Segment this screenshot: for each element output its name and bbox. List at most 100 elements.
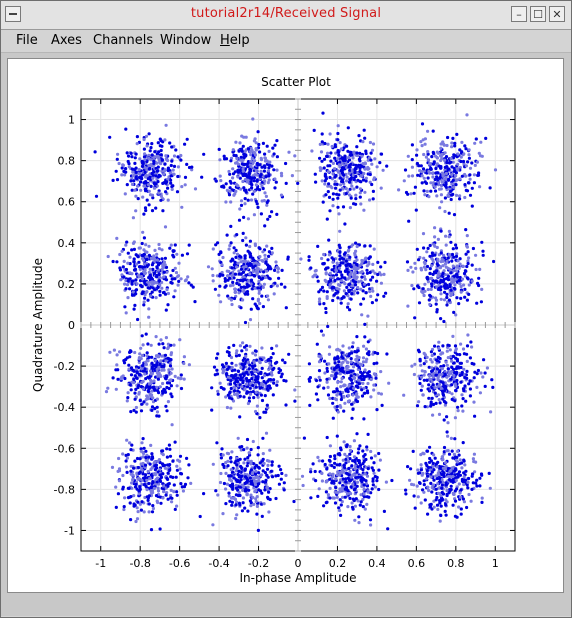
scatter-point xyxy=(335,495,339,499)
scatter-point xyxy=(475,301,479,305)
scatter-point xyxy=(337,163,341,167)
scatter-point xyxy=(130,167,134,171)
scatter-point xyxy=(238,415,242,419)
scatter-point xyxy=(150,263,154,267)
scatter-point xyxy=(428,161,432,166)
scatter-point xyxy=(362,377,366,382)
scatter-point xyxy=(123,282,127,286)
scatter-point xyxy=(244,177,248,181)
scatter-point xyxy=(421,232,426,236)
scatter-point xyxy=(316,244,320,248)
maximize-button[interactable]: ☐ xyxy=(530,6,546,22)
scatter-point xyxy=(346,389,350,393)
close-button[interactable]: ✕ xyxy=(549,6,565,22)
scatter-point xyxy=(116,152,120,156)
scatter-point xyxy=(407,219,411,223)
scatter-point xyxy=(144,173,148,177)
scatter-point xyxy=(356,153,360,158)
scatter-point xyxy=(359,302,363,306)
menu-window[interactable]: Window xyxy=(160,33,212,48)
scatter-point xyxy=(250,156,254,160)
scatter-point xyxy=(390,478,394,483)
scatter-point xyxy=(147,307,151,311)
scatter-point xyxy=(327,362,331,366)
scatter-point xyxy=(328,454,332,459)
menu-help[interactable]: Help xyxy=(220,33,250,48)
scatter-point xyxy=(320,159,324,163)
scatter-point xyxy=(157,275,161,279)
menu-channels[interactable]: Channels xyxy=(93,33,154,48)
scatter-point xyxy=(142,155,147,159)
scatter-point xyxy=(326,385,330,389)
scatter-point xyxy=(147,153,151,157)
scatter-point xyxy=(436,378,440,382)
scatter-point xyxy=(225,269,229,273)
scatter-point xyxy=(161,264,165,268)
scatter-point xyxy=(422,189,426,193)
scatter-point xyxy=(163,138,167,142)
scatter-point xyxy=(226,375,230,379)
menu-axes[interactable]: Axes xyxy=(51,33,82,48)
scatter-point xyxy=(224,361,228,365)
scatter-point xyxy=(260,398,265,403)
scatter-point xyxy=(328,279,333,283)
scatter-plot-chart[interactable]: Scatter Plot -1 -0.8 -0.6 -0.4 -0.2 0 0.2 0.4 0.… xyxy=(8,59,563,592)
scatter-point xyxy=(323,462,327,467)
scatter-point xyxy=(422,246,426,250)
scatter-point xyxy=(234,140,238,144)
scatter-point xyxy=(445,259,449,264)
scatter-point xyxy=(226,459,230,463)
scatter-point xyxy=(176,376,180,380)
scatter-point xyxy=(243,457,247,461)
scatter-point xyxy=(160,144,164,148)
scatter-point xyxy=(450,165,454,169)
scatter-point xyxy=(237,269,241,273)
scatter-point xyxy=(366,467,370,471)
scatter-point xyxy=(258,174,262,178)
scatter-point xyxy=(273,143,277,147)
y-tick-label: 1 xyxy=(68,114,75,127)
minimize-button[interactable]: – xyxy=(511,6,527,22)
title-bar[interactable]: tutorial2r14/Received Signal – ☐ ✕ xyxy=(1,1,571,30)
scatter-point xyxy=(264,478,268,482)
scatter-point xyxy=(358,503,362,507)
scatter-point xyxy=(442,418,446,422)
scatter-point xyxy=(364,151,368,156)
scatter-point xyxy=(233,260,237,264)
scatter-point xyxy=(247,367,251,371)
scatter-point xyxy=(139,188,143,192)
scatter-point xyxy=(179,373,183,377)
scatter-point xyxy=(244,243,248,247)
scatter-point xyxy=(227,169,231,174)
scatter-point xyxy=(178,467,182,471)
scatter-point xyxy=(484,136,488,140)
scatter-point xyxy=(242,289,246,293)
scatter-point xyxy=(366,432,370,436)
scatter-point xyxy=(362,417,366,421)
scatter-point xyxy=(326,151,330,155)
scatter-point xyxy=(444,155,449,159)
scatter-point xyxy=(319,150,324,154)
scatter-point xyxy=(216,389,220,393)
scatter-point xyxy=(236,436,240,440)
scatter-point xyxy=(244,354,248,358)
scatter-point xyxy=(248,476,253,480)
scatter-point xyxy=(243,387,247,391)
scatter-point xyxy=(361,449,365,453)
scatter-point xyxy=(157,247,161,251)
window-menu-button[interactable] xyxy=(5,6,21,22)
scatter-point xyxy=(336,169,340,173)
scatter-point xyxy=(448,300,452,305)
scatter-point xyxy=(140,500,144,504)
scatter-point xyxy=(407,174,411,178)
scatter-point xyxy=(452,374,456,378)
scatter-point xyxy=(127,165,131,169)
scatter-point xyxy=(331,161,335,165)
scatter-point xyxy=(147,382,151,386)
scatter-point xyxy=(132,381,136,385)
scatter-point xyxy=(337,287,341,291)
menu-file[interactable]: File xyxy=(16,33,38,48)
scatter-point xyxy=(154,494,159,498)
scatter-point xyxy=(442,298,447,302)
scatter-point xyxy=(320,479,324,483)
